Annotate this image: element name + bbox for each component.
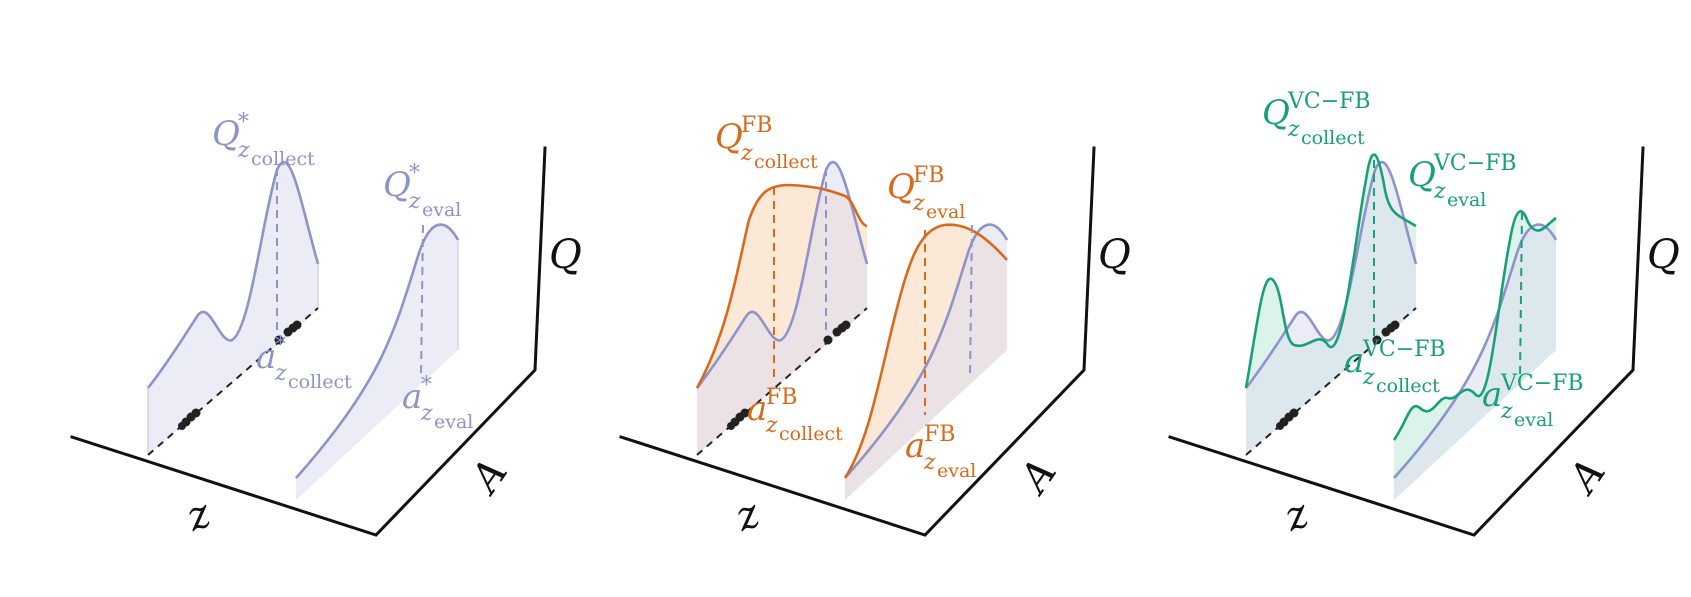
q-star-eval-argmax-line (420, 224, 424, 379)
q-star-collect-curve (146, 160, 320, 389)
label-superscript: VC−FB (1362, 337, 1446, 362)
label-subscript: z (923, 450, 936, 475)
panel-vcfb: z A Q QVC−FBz collect QVC−FBz eval aVC−FBz… (1168, 89, 1680, 541)
label-sub-subscript: eval (1447, 189, 1486, 211)
label-superscript: FB (924, 422, 955, 447)
label-main-symbol: Q (1408, 155, 1436, 195)
q-star-eval-curve (844, 223, 1009, 479)
panel-optimal: z A Q Q*z collect Q*z eval a*z collect a*z e… (70, 110, 582, 541)
label-q-collect: QFB z collect (715, 113, 818, 173)
axis-label-q: Q (1098, 232, 1131, 278)
label-main-symbol: Q (383, 165, 411, 205)
axis-label-a: A (460, 450, 517, 503)
label-q-collect: Q* z collect (212, 110, 315, 170)
label-a-collect: aFB z collect (747, 385, 843, 445)
label-subscript: z (1433, 179, 1446, 204)
label-superscript: FB (913, 163, 944, 188)
label-main-symbol: Q (887, 167, 915, 207)
collect-data-points (1276, 320, 1400, 430)
label-main-symbol: a (402, 377, 422, 417)
label-subscript: z (1500, 399, 1513, 424)
label-subscript: z (740, 141, 753, 166)
axis-label-z: z (1278, 490, 1315, 541)
label-main-symbol: a (256, 337, 276, 377)
label-subscript: z (765, 413, 778, 438)
slab-collect-fill (148, 162, 318, 456)
label-sub-subscript: collect (779, 423, 843, 445)
label-main-symbol: a (1344, 341, 1364, 381)
label-main-symbol: Q (212, 114, 240, 154)
label-main-symbol: Q (1262, 93, 1290, 133)
label-subscript: z (408, 189, 421, 214)
label-superscript: FB (741, 113, 772, 138)
label-sub-subscript: eval (434, 411, 473, 433)
label-main-symbol: a (1482, 375, 1502, 415)
label-subscript: z (912, 191, 925, 216)
axis-label-q: Q (549, 232, 582, 278)
label-sub-subscript: eval (1514, 409, 1553, 431)
label-main-symbol: Q (715, 117, 743, 157)
label-subscript: z (274, 361, 287, 386)
label-a-eval: aVC−FB z eval (1482, 371, 1584, 431)
label-subscript: z (1287, 117, 1300, 142)
axis-label-z: z (729, 490, 766, 541)
label-q-collect: QVC−FB z collect (1262, 89, 1371, 149)
q-fb-collect-curve (695, 183, 868, 389)
label-a-collect: a* z collect (256, 333, 352, 393)
label-sub-subscript: collect (1301, 127, 1365, 149)
label-superscript: * (409, 161, 420, 186)
label-sub-subscript: eval (422, 199, 461, 221)
label-a-eval: aFB z eval (905, 422, 976, 482)
q-vcfb-eval-curve (1392, 210, 1557, 441)
label-superscript: * (238, 110, 249, 135)
q-star-collect-curve (695, 160, 869, 389)
label-q-eval: QVC−FB z eval (1408, 151, 1517, 211)
label-sub-subscript: eval (926, 201, 965, 223)
axis-label-q: Q (1647, 232, 1680, 278)
axis-frame (70, 146, 547, 537)
label-sub-subscript: collect (754, 151, 818, 173)
label-superscript: VC−FB (1433, 151, 1517, 176)
label-sub-subscript: collect (1376, 375, 1440, 397)
slab-eval-fill (296, 223, 458, 500)
q-star-eval-argmax-line (969, 224, 973, 379)
label-superscript: * (275, 333, 286, 358)
axis-label-z: z (180, 490, 217, 541)
slab-collect-opt-fill (697, 162, 867, 456)
label-a-eval: a* z eval (402, 373, 473, 433)
label-subscript: z (1362, 365, 1375, 390)
label-superscript: VC−FB (1500, 371, 1584, 396)
label-a-collect: aVC−FB z collect (1344, 337, 1446, 397)
label-sub-subscript: collect (251, 148, 315, 170)
q-star-eval-curve (295, 223, 460, 479)
label-sub-subscript: collect (288, 371, 352, 393)
label-superscript: VC−FB (1287, 89, 1371, 114)
q-star-collect-curve (1244, 160, 1418, 389)
axis-label-a: A (1009, 450, 1066, 503)
collect-data-points (178, 320, 302, 430)
label-q-eval: QFB z eval (887, 163, 965, 223)
label-main-symbol: a (747, 389, 767, 429)
label-superscript: * (421, 373, 432, 398)
q-vcfb-collect-curve (1244, 153, 1417, 389)
label-subscript: z (420, 401, 433, 426)
label-q-eval: Q* z eval (383, 161, 461, 221)
label-superscript: FB (766, 385, 797, 410)
axis-label-a: A (1558, 450, 1615, 503)
label-sub-subscript: eval (937, 460, 976, 482)
axis-frame (1168, 146, 1645, 537)
label-main-symbol: a (905, 426, 925, 466)
label-subscript: z (237, 138, 250, 163)
axis-frame (619, 146, 1096, 537)
collect-data-points (727, 320, 851, 430)
